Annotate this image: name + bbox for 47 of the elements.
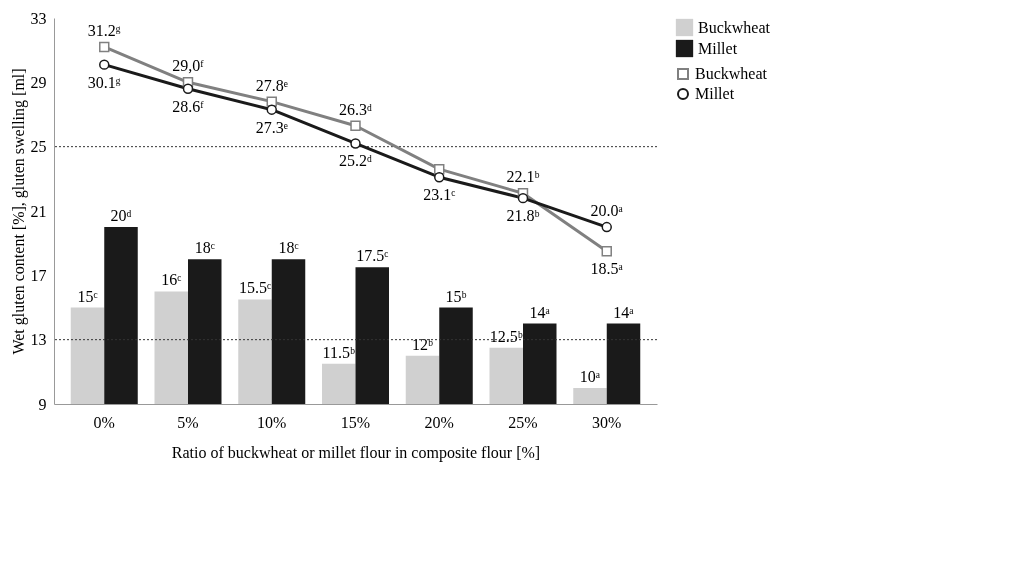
y-tick-label: 13 (30, 331, 47, 349)
legend-label: Buckwheat (695, 65, 768, 82)
y-tick-label: 25 (30, 138, 47, 156)
x-tick-label: 0% (93, 413, 115, 431)
data-label: 16ᶜ (161, 271, 182, 289)
x-tick-label: 25% (508, 413, 538, 431)
legend-label: Buckwheat (698, 18, 771, 36)
data-label: 18.5ᵃ (590, 260, 624, 278)
data-label: 20.0ᵃ (590, 202, 624, 220)
y-tick-label: 33 (30, 9, 47, 27)
data-label: 11.5ᵇ (322, 343, 355, 361)
data-label: 18ᶜ (278, 239, 299, 257)
data-label: 27.3ᵉ (255, 118, 288, 136)
data-label: 21.8ᵇ (506, 207, 540, 225)
legend-label: Millet (698, 39, 738, 57)
data-label: 29,0ᶠ (172, 57, 205, 75)
data-label: 17.5ᶜ (356, 247, 389, 265)
data-label: 23.1ᶜ (423, 186, 456, 204)
x-tick-label: 5% (177, 413, 199, 431)
data-label: 31.2ᵍ (87, 21, 121, 39)
y-tick-label: 21 (30, 202, 47, 220)
data-label: 18ᶜ (194, 239, 215, 257)
data-label: 15ᶜ (77, 287, 98, 305)
x-tick-label: 15% (340, 413, 371, 431)
y-axis-title: Wet gluten content [%], gluten swelling [ml] (9, 68, 28, 355)
data-label: 12.5ᵇ (489, 327, 523, 345)
data-label: 30.1ᵍ (87, 73, 121, 91)
y-tick-label: 17 (30, 266, 47, 284)
data-label: 15ᵇ (445, 287, 467, 305)
y-tick-label: 29 (30, 73, 47, 91)
data-label: 22.1ᵇ (506, 168, 540, 186)
data-label: 20ᵈ (110, 207, 132, 225)
x-tick-label: 10% (257, 413, 287, 431)
legend-label: Millet (695, 85, 735, 102)
data-label: 10ᵃ (579, 367, 601, 385)
x-tick-label: 30% (592, 413, 622, 431)
x-tick-label: 20% (424, 413, 454, 431)
data-label: 25.2ᵈ (339, 152, 373, 170)
x-axis-title: Ratio of buckwheat or millet flour in composite flour [%] (171, 443, 541, 462)
y-tick-label: 9 (38, 395, 47, 413)
data-label: 14ᵃ (613, 303, 635, 321)
data-label: 26.3ᵈ (339, 100, 373, 118)
data-label: 27.8ᵉ (255, 76, 288, 94)
data-label: 15.5ᶜ (238, 279, 272, 297)
data-label: 14ᵃ (529, 303, 551, 321)
data-label: 28.6ᶠ (172, 97, 205, 115)
data-label: 12ᵇ (412, 335, 434, 353)
